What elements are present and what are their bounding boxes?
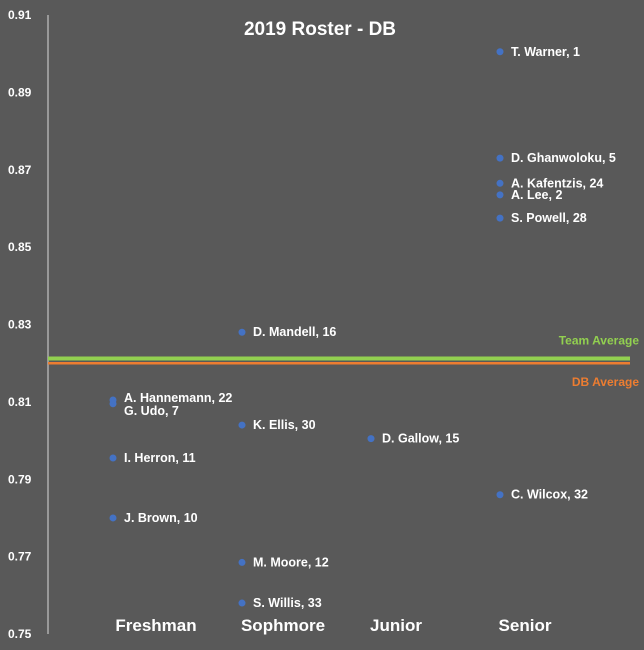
reference-lines: Team Average DB Average	[48, 334, 640, 389]
data-point-label: D. Mandell, 16	[253, 325, 336, 339]
data-point-label: D. Gallow, 15	[382, 432, 459, 446]
data-point	[109, 400, 117, 408]
data-point	[238, 328, 246, 336]
data-point-label: G. Udo, 7	[124, 404, 179, 418]
data-point-label: S. Willis, 33	[253, 596, 322, 610]
reference-line-label: DB Average	[572, 375, 639, 389]
data-point-label: S. Powell, 28	[511, 211, 587, 225]
data-point-label: A. Kafentzis, 24	[511, 176, 603, 190]
y-tick-label: 0.89	[8, 85, 32, 99]
y-tick-label: 0.81	[8, 395, 32, 409]
y-tick-label: 0.91	[8, 8, 32, 22]
data-point	[496, 179, 504, 187]
data-point	[496, 154, 504, 162]
data-point	[367, 435, 375, 443]
y-tick-label: 0.85	[8, 240, 32, 254]
data-point	[238, 558, 246, 566]
reference-line-label: Team Average	[559, 334, 640, 348]
data-point-label: C. Wilcox, 32	[511, 488, 588, 502]
y-tick-label: 0.87	[8, 163, 32, 177]
data-points: A. Hannemann, 22G. Udo, 7 I. Herron, 11 J.…	[109, 45, 616, 610]
data-point-label: T. Warner, 1	[511, 45, 580, 59]
chart-title: 2019 Roster - DB	[244, 19, 396, 40]
x-category-label: Freshman	[115, 616, 196, 635]
data-point	[238, 599, 246, 607]
data-point	[238, 421, 246, 429]
y-tick-label: 0.83	[8, 318, 32, 332]
y-tick-label: 0.77	[8, 550, 32, 564]
data-point	[496, 191, 504, 199]
data-point	[496, 214, 504, 222]
x-category-label: Senior	[499, 616, 552, 635]
data-point-label: A. Lee, 2	[511, 188, 562, 202]
x-category-label: Sophmore	[241, 616, 325, 635]
data-point	[109, 514, 117, 522]
x-category-label: Junior	[370, 616, 422, 635]
data-point-label: M. Moore, 12	[253, 555, 329, 569]
x-axis-category-labels: Freshman Sophmore Junior Senior	[115, 616, 551, 635]
data-point-label: D. Ghanwoloku, 5	[511, 151, 616, 165]
data-point	[496, 48, 504, 56]
y-tick-label: 0.75	[8, 627, 32, 641]
data-point	[496, 491, 504, 499]
data-point-label: J. Brown, 10	[124, 511, 198, 525]
y-tick-label: 0.79	[8, 472, 32, 486]
data-point-label: K. Ellis, 30	[253, 418, 316, 432]
data-point-label: A. Hannemann, 22	[124, 391, 232, 405]
y-axis-tick-labels: 0.75 0.77 0.79 0.81 0.83 0.85 0.87 0.89 0.91	[8, 8, 32, 641]
data-point-label: I. Herron, 11	[124, 451, 196, 465]
data-point	[109, 454, 117, 462]
